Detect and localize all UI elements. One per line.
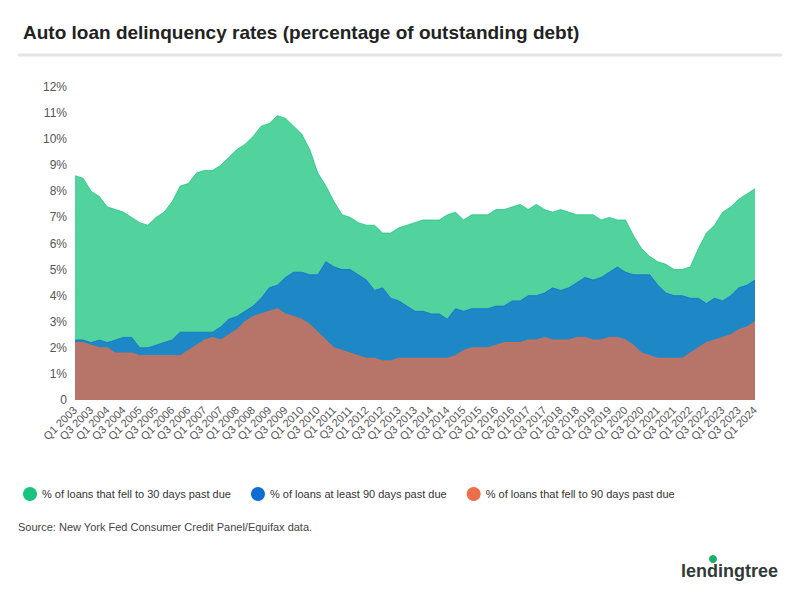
- svg-text:% of loans that fell to 30 day: % of loans that fell to 30 days past due: [42, 488, 231, 500]
- svg-text:% of loans at least 90 days pa: % of loans at least 90 days past due: [270, 488, 447, 500]
- svg-text:Q3 2014: Q3 2014: [413, 403, 452, 443]
- svg-text:Q1 2016: Q1 2016: [461, 403, 501, 443]
- svg-text:Q3 2007: Q3 2007: [186, 403, 225, 443]
- svg-text:Q1 2011: Q1 2011: [300, 403, 339, 442]
- svg-text:Q1 2023: Q1 2023: [688, 403, 727, 443]
- svg-text:lendingtree: lendingtree: [681, 561, 778, 581]
- svg-text:Q3 2009: Q3 2009: [251, 403, 290, 443]
- svg-text:1%: 1%: [50, 367, 68, 381]
- svg-text:Q1 2012: Q1 2012: [332, 403, 371, 443]
- svg-text:Q3 2010: Q3 2010: [283, 403, 323, 443]
- svg-text:3%: 3%: [50, 315, 68, 329]
- svg-text:Q3 2011: Q3 2011: [316, 403, 355, 442]
- svg-text:Q1 2015: Q1 2015: [429, 403, 468, 443]
- svg-text:Q3 2020: Q3 2020: [607, 403, 646, 443]
- svg-text:Q1 2014: Q1 2014: [397, 403, 436, 443]
- svg-text:Q1 2006: Q1 2006: [138, 403, 177, 443]
- svg-text:6%: 6%: [50, 237, 68, 251]
- svg-text:Q1 2004: Q1 2004: [73, 403, 112, 443]
- svg-text:Auto loan delinquency rates (p: Auto loan delinquency rates (percentage …: [23, 22, 579, 43]
- svg-text:Q3 2006: Q3 2006: [154, 403, 193, 443]
- svg-text:Q1 2003: Q1 2003: [40, 403, 80, 443]
- svg-text:Q1 2013: Q1 2013: [364, 403, 404, 443]
- svg-text:Q3 2023: Q3 2023: [704, 403, 744, 443]
- svg-text:Q3 2021: Q3 2021: [640, 403, 679, 443]
- svg-text:Q1 2017: Q1 2017: [494, 403, 533, 443]
- svg-text:Q1 2022: Q1 2022: [656, 403, 695, 443]
- svg-text:Q1 2009: Q1 2009: [235, 403, 274, 443]
- svg-text:Q3 2008: Q3 2008: [219, 403, 258, 443]
- svg-text:Q3 2012: Q3 2012: [348, 403, 387, 443]
- svg-text:Q1 2019: Q1 2019: [559, 403, 598, 443]
- svg-text:4%: 4%: [50, 289, 68, 303]
- svg-text:Q3 2013: Q3 2013: [380, 403, 420, 443]
- svg-text:Q3 2017: Q3 2017: [510, 403, 549, 443]
- svg-text:Q3 2003: Q3 2003: [57, 403, 96, 443]
- svg-text:Q1 2007: Q1 2007: [170, 403, 209, 443]
- svg-text:Q3 2016: Q3 2016: [478, 403, 517, 443]
- svg-text:8%: 8%: [50, 184, 68, 198]
- svg-text:7%: 7%: [50, 210, 68, 224]
- svg-text:Q3 2022: Q3 2022: [672, 403, 711, 443]
- svg-text:Q3 2018: Q3 2018: [542, 403, 582, 443]
- svg-text:Q3 2005: Q3 2005: [121, 403, 161, 443]
- svg-text:11%: 11%: [44, 106, 67, 120]
- svg-text:Q1 2024: Q1 2024: [721, 404, 759, 442]
- svg-text:Q1 2020: Q1 2020: [591, 403, 630, 443]
- svg-text:Q1 2021: Q1 2021: [623, 403, 663, 443]
- svg-text:12%: 12%: [43, 80, 67, 94]
- svg-text:Q3 2004: Q3 2004: [89, 403, 128, 443]
- svg-text:10%: 10%: [43, 132, 67, 146]
- svg-text:Q1 2018: Q1 2018: [526, 403, 565, 443]
- svg-text:Q1 2005: Q1 2005: [105, 403, 144, 443]
- svg-text:2%: 2%: [50, 341, 68, 355]
- svg-text:9%: 9%: [50, 158, 68, 172]
- svg-text:Q3 2015: Q3 2015: [445, 403, 484, 443]
- svg-text:0: 0: [60, 393, 67, 407]
- svg-text:Q1 2008: Q1 2008: [202, 403, 242, 443]
- svg-text:% of loans that fell to 90 day: % of loans that fell to 90 days past due: [486, 488, 675, 500]
- svg-text:Q3 2019: Q3 2019: [575, 403, 614, 443]
- svg-text:Source: New York Fed Consumer: Source: New York Fed Consumer Credit Pan…: [18, 521, 312, 533]
- svg-text:Q1 2010: Q1 2010: [267, 403, 306, 443]
- svg-text:5%: 5%: [50, 263, 68, 277]
